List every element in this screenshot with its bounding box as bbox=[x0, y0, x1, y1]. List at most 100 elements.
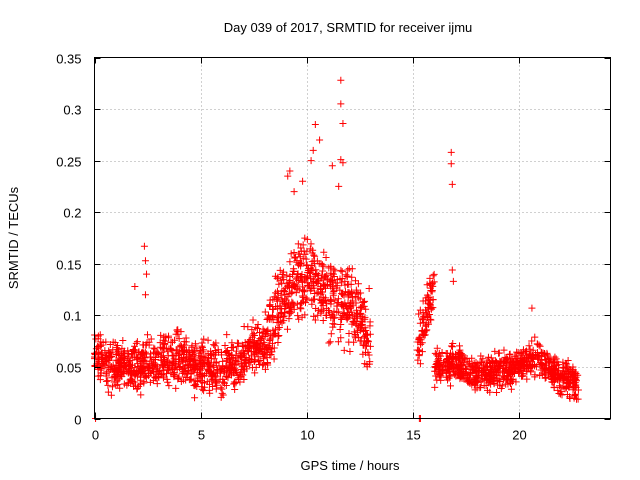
data-point bbox=[428, 279, 436, 287]
data-point bbox=[531, 373, 539, 381]
data-point bbox=[447, 148, 455, 156]
data-point bbox=[261, 365, 269, 373]
data-point bbox=[310, 312, 318, 320]
data-point bbox=[271, 272, 279, 280]
data-point bbox=[124, 355, 132, 363]
data-point bbox=[112, 381, 120, 389]
data-point bbox=[338, 315, 346, 323]
data-point bbox=[433, 344, 441, 352]
data-point bbox=[342, 271, 350, 279]
data-point bbox=[219, 375, 227, 383]
data-point bbox=[137, 364, 145, 372]
data-point bbox=[360, 341, 368, 349]
data-point bbox=[298, 277, 306, 285]
data-point bbox=[163, 375, 171, 383]
y-tick-label: 0.05 bbox=[56, 361, 81, 376]
data-point bbox=[538, 349, 546, 357]
data-point bbox=[426, 284, 434, 292]
data-point bbox=[477, 352, 485, 360]
data-point bbox=[245, 337, 253, 345]
data-point bbox=[308, 284, 316, 292]
data-point bbox=[303, 281, 311, 289]
data-point bbox=[525, 342, 533, 350]
data-point bbox=[211, 342, 219, 350]
data-point bbox=[512, 365, 520, 373]
data-point bbox=[444, 354, 452, 362]
data-point bbox=[223, 331, 231, 339]
data-point bbox=[542, 356, 550, 364]
data-point bbox=[290, 188, 298, 196]
axis-ticks: 0 0.05 0.1 0.15 0.2 0.25 0.3 0.35 0 5 10 15 20 bbox=[56, 52, 611, 443]
data-point bbox=[310, 295, 318, 303]
data-point bbox=[505, 350, 513, 358]
y-tick-label: 0 bbox=[74, 413, 81, 428]
data-point bbox=[354, 280, 362, 288]
data-point bbox=[268, 348, 276, 356]
data-point bbox=[357, 303, 365, 311]
data-point bbox=[187, 369, 195, 377]
data-point bbox=[298, 292, 306, 300]
data-point bbox=[269, 296, 277, 304]
data-point bbox=[257, 337, 265, 345]
data-point bbox=[496, 364, 504, 372]
data-point bbox=[457, 358, 465, 366]
data-point bbox=[290, 265, 298, 273]
data-point bbox=[297, 272, 305, 280]
data-point bbox=[275, 319, 283, 327]
data-point bbox=[244, 345, 252, 353]
data-point bbox=[500, 373, 508, 381]
data-point bbox=[572, 383, 580, 391]
data-point bbox=[161, 337, 169, 345]
data-point bbox=[519, 370, 527, 378]
data-point bbox=[430, 278, 438, 286]
data-point bbox=[340, 346, 348, 354]
data-point bbox=[286, 167, 294, 175]
data-point bbox=[165, 332, 173, 340]
data-point bbox=[480, 381, 488, 389]
data-point bbox=[415, 351, 423, 359]
data-point bbox=[309, 246, 317, 254]
data-point bbox=[448, 266, 456, 274]
data-point bbox=[94, 342, 102, 350]
data-point bbox=[285, 300, 293, 308]
data-point bbox=[264, 314, 272, 322]
data-point bbox=[268, 339, 276, 347]
data-point bbox=[228, 361, 236, 369]
data-point bbox=[353, 328, 361, 336]
data-point bbox=[360, 298, 368, 306]
data-point bbox=[108, 353, 116, 361]
data-point bbox=[251, 349, 259, 357]
data-point bbox=[105, 356, 113, 364]
data-point bbox=[128, 367, 136, 375]
data-point bbox=[241, 357, 249, 365]
data-point bbox=[444, 376, 452, 384]
data-point bbox=[301, 288, 309, 296]
data-point bbox=[534, 340, 542, 348]
data-point bbox=[129, 347, 137, 355]
data-point bbox=[326, 277, 334, 285]
data-point bbox=[107, 391, 115, 399]
data-point bbox=[352, 286, 360, 294]
data-point bbox=[225, 350, 233, 358]
x-axis-label: GPS time / hours bbox=[301, 458, 400, 473]
data-point bbox=[137, 391, 145, 399]
data-point bbox=[341, 288, 349, 296]
data-point bbox=[455, 349, 463, 357]
data-point bbox=[104, 388, 112, 396]
y-tick-label: 0.3 bbox=[63, 103, 81, 118]
data-point bbox=[264, 359, 272, 367]
data-point bbox=[337, 321, 345, 329]
data-point bbox=[302, 275, 310, 283]
data-point bbox=[337, 314, 345, 322]
data-point bbox=[468, 362, 476, 370]
data-point bbox=[418, 348, 426, 356]
data-point bbox=[485, 358, 493, 366]
data-point bbox=[285, 289, 293, 297]
data-point bbox=[284, 301, 292, 309]
data-point bbox=[140, 378, 148, 386]
data-point bbox=[447, 160, 455, 168]
x-tick-label: 20 bbox=[512, 428, 526, 443]
data-point bbox=[307, 240, 315, 248]
data-point bbox=[263, 344, 271, 352]
